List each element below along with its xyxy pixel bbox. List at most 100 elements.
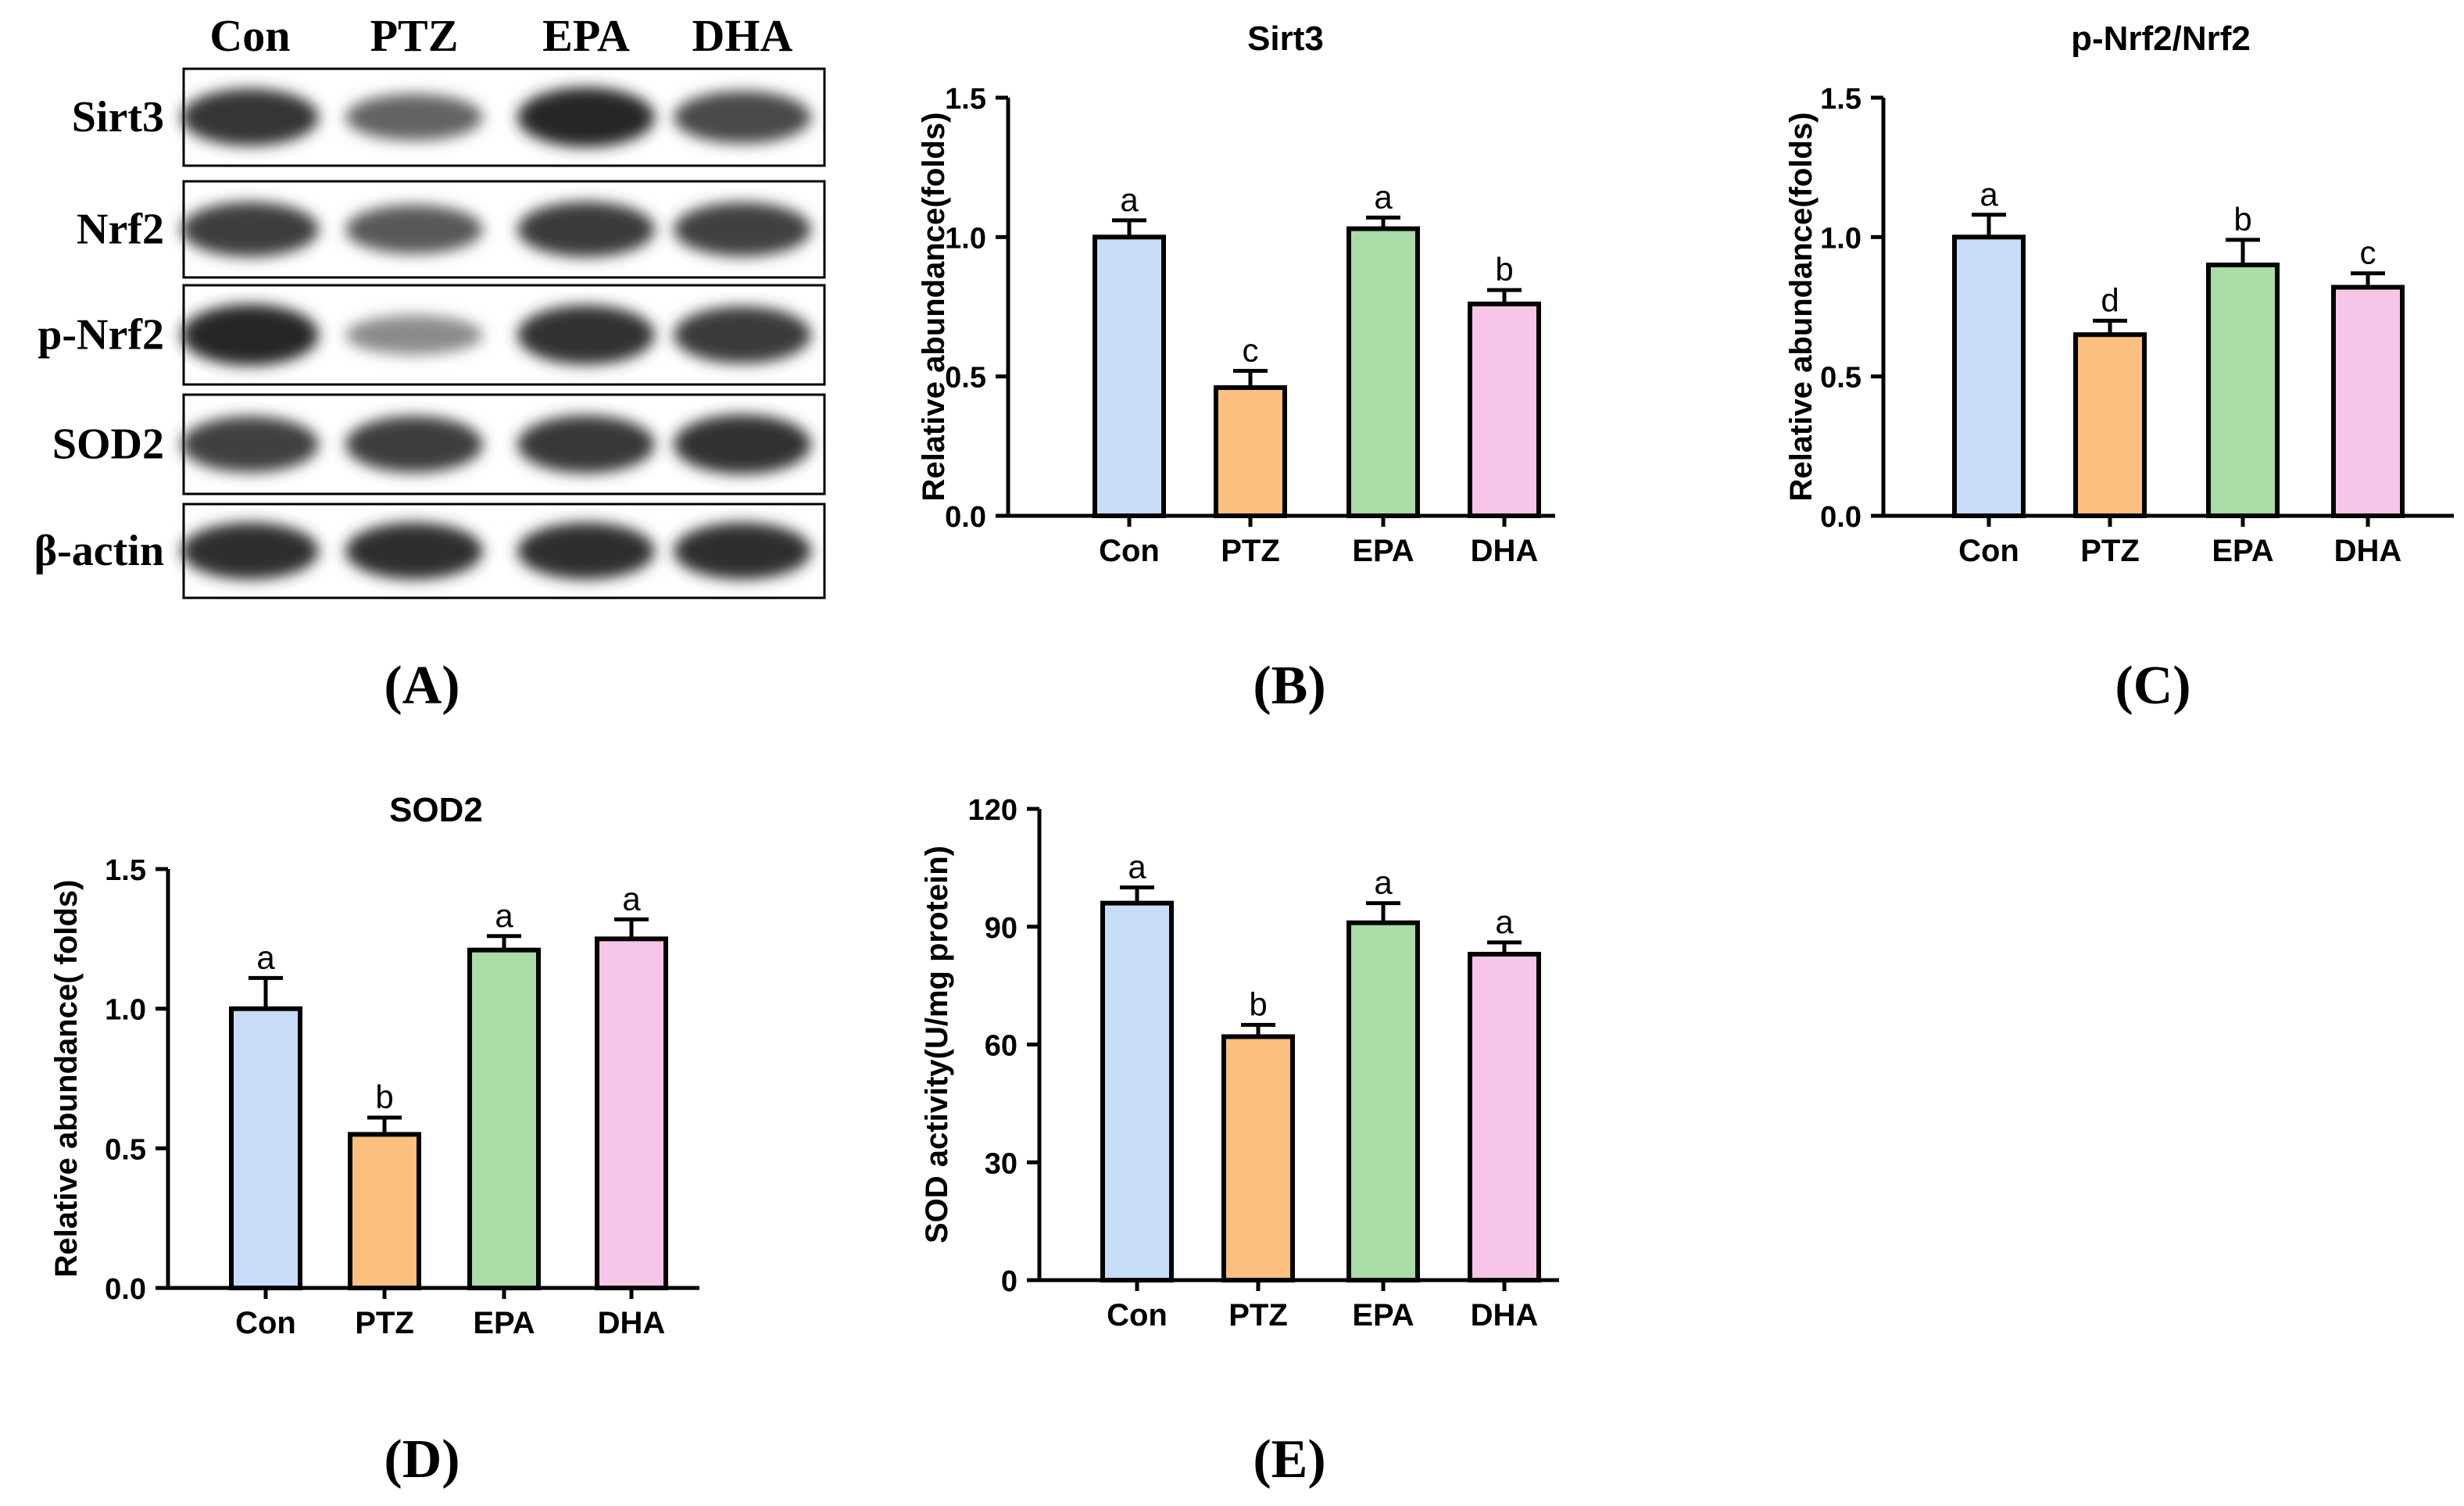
bar-epa: [2206, 263, 2280, 518]
blot-band-sod2-dha: [674, 414, 811, 474]
significance-letter-dha: a: [622, 880, 641, 917]
y-axis-label: Relative abundance( folds): [49, 880, 84, 1278]
blot-band-beta-actin-epa: [517, 522, 655, 580]
blot-band-p-nrf2-con: [181, 304, 319, 366]
significance-letter-ptz: d: [2101, 281, 2119, 318]
x-tick-label-dha: DHA: [598, 1306, 666, 1340]
x-tick-label-ptz: PTZ: [355, 1306, 414, 1340]
bar-ptz: [1214, 385, 1287, 518]
blot-lane-label-con: Con: [209, 10, 290, 61]
x-tick-label-con: Con: [1099, 534, 1160, 568]
bar-con: [1952, 234, 2026, 518]
y-tick-label: 0: [1001, 1265, 1017, 1298]
significance-letter-dha: c: [2360, 234, 2376, 271]
y-tick-label: 1.0: [105, 994, 146, 1027]
x-tick-label-dha: DHA: [1471, 534, 1539, 568]
bar-epa: [1346, 226, 1420, 518]
y-tick-label: 0.5: [1820, 362, 1861, 395]
blot-band-beta-actin-dha: [674, 522, 811, 580]
bar-dha: [595, 936, 668, 1291]
x-tick-label-ptz: PTZ: [1221, 534, 1280, 568]
y-tick-label: 0.0: [105, 1273, 146, 1306]
significance-letter-ptz: b: [375, 1079, 393, 1115]
blot-band-sirt3-epa: [517, 87, 655, 148]
bar-ptz: [2073, 332, 2147, 518]
x-tick-label-dha: DHA: [2334, 534, 2402, 568]
x-tick-label-con: Con: [235, 1306, 296, 1340]
chart-title: Sirt3: [1247, 20, 1324, 58]
y-tick-label: 1.5: [945, 83, 986, 116]
bar-ptz: [348, 1132, 421, 1291]
blot-band-nrf2-dha: [674, 202, 811, 257]
blot-row-label-nrf2: Nrf2: [77, 206, 164, 254]
blot-row-label-beta-actin: β-actin: [34, 527, 164, 575]
y-axis-label: SOD activity(U/mg protein): [920, 846, 954, 1243]
significance-letter-con: a: [256, 939, 275, 975]
y-tick-label: 30: [985, 1147, 1017, 1180]
x-tick-label-epa: EPA: [473, 1306, 535, 1340]
y-tick-label: 0.5: [105, 1133, 146, 1166]
blot-band-sirt3-dha: [674, 91, 811, 144]
chart-title: SOD2: [389, 791, 483, 829]
y-tick-label: 90: [985, 912, 1017, 945]
y-tick-label: 120: [968, 794, 1017, 827]
significance-letter-epa: a: [1374, 864, 1393, 901]
y-tick-label: 0.5: [945, 362, 986, 395]
y-tick-label: 60: [985, 1030, 1017, 1063]
blot-band-sirt3-ptz: [345, 93, 483, 141]
blot-row-label-sirt3: Sirt3: [72, 93, 164, 141]
significance-letter-con: a: [1120, 181, 1139, 218]
x-tick-label-dha: DHA: [1471, 1298, 1539, 1333]
bar-con: [229, 1006, 302, 1290]
y-tick-label: 0.0: [1820, 501, 1861, 534]
bar-ptz: [1221, 1034, 1295, 1282]
blot-band-sod2-epa: [517, 415, 655, 474]
bar-dha: [1468, 301, 1541, 518]
x-tick-label-epa: EPA: [1352, 1298, 1414, 1333]
blot-band-nrf2-epa: [517, 201, 655, 258]
panel-label-a: (A): [384, 656, 460, 716]
blot-band-sirt3-con: [181, 88, 319, 146]
significance-letter-con: a: [1979, 176, 1998, 213]
chart-title: p-Nrf2/Nrf2: [2071, 20, 2251, 58]
y-tick-label: 1.0: [1820, 222, 1861, 255]
y-tick-label: 1.5: [105, 854, 146, 887]
blot-band-p-nrf2-epa: [517, 305, 655, 365]
y-tick-label: 0.0: [945, 501, 986, 534]
x-tick-label-con: Con: [1107, 1298, 1168, 1333]
significance-letter-con: a: [1128, 849, 1146, 885]
blot-band-p-nrf2-dha: [674, 306, 811, 364]
significance-letter-dha: a: [1495, 903, 1514, 940]
x-tick-label-ptz: PTZ: [1228, 1298, 1288, 1333]
bar-con: [1093, 234, 1166, 518]
bar-epa: [1346, 920, 1420, 1282]
panel-label-b: (B): [1253, 656, 1325, 716]
panel-label-c: (C): [2115, 656, 2190, 716]
chart-sod2: SOD2 0.0 0.5 1.0 1.5 Relative abundance( fold…: [49, 791, 699, 1340]
blot-lane-label-epa: EPA: [542, 10, 630, 61]
x-tick-label-ptz: PTZ: [2080, 534, 2140, 568]
blot-band-nrf2-ptz: [345, 205, 483, 254]
significance-letter-epa: a: [495, 897, 513, 934]
significance-letter-epa: a: [1374, 178, 1393, 215]
bar-dha: [1468, 951, 1541, 1283]
y-axis-label: Relative abundance(folds): [1784, 113, 1818, 502]
blot-band-beta-actin-ptz: [345, 522, 483, 580]
blot-lane-label-dha: DHA: [692, 10, 793, 61]
blot-band-beta-actin-con: [181, 522, 319, 580]
significance-letter-ptz: b: [1249, 986, 1267, 1022]
significance-letter-epa: b: [2233, 201, 2251, 238]
bar-epa: [467, 947, 541, 1291]
y-axis-label: Relative abundance(folds): [917, 113, 951, 502]
blot-band-sod2-con: [181, 416, 319, 473]
x-tick-label-epa: EPA: [2212, 534, 2273, 568]
blot-band-p-nrf2-ptz: [345, 315, 483, 355]
panel-label-e: (E): [1253, 1429, 1325, 1490]
blot-band-nrf2-con: [181, 202, 319, 257]
significance-letter-ptz: c: [1243, 332, 1259, 369]
bar-con: [1100, 900, 1174, 1282]
significance-letter-dha: b: [1495, 251, 1513, 288]
